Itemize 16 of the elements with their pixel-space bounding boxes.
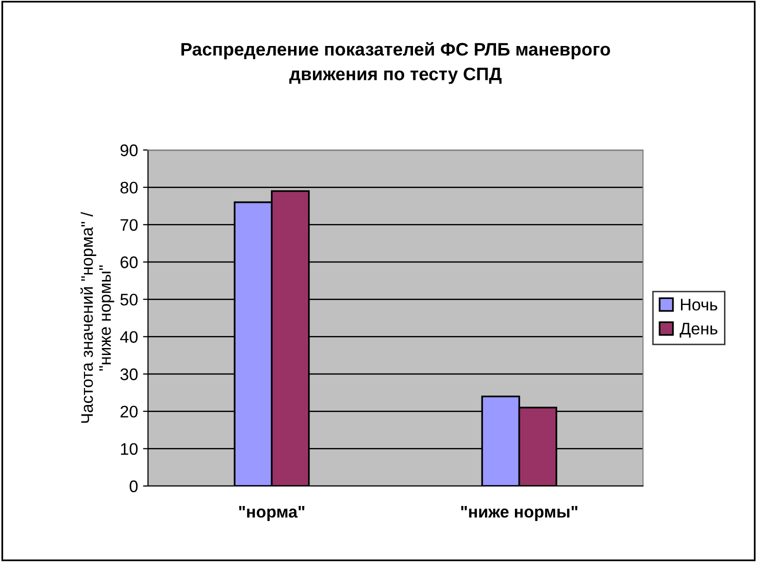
y-tick-label: 60 [120,256,138,268]
y-axis-title: Частота значений "норма" / "ниже нормы" [80,212,114,423]
y-tick-label: 80 [120,182,138,194]
y-tick-label: 70 [120,219,138,231]
y-tick-label: 0 [130,480,138,492]
y-tick-label: 30 [120,368,138,380]
x-tick-label: "норма" [239,506,304,521]
y-tick-label: 10 [121,443,138,455]
legend-label: Ночь [680,298,718,311]
y-tick-label: 50 [120,294,138,306]
legend-label: День [680,322,718,338]
y-tick-label: 90 [120,144,138,156]
chart-title: Распределение показателей ФС РЛБ маневрого движения по тесту СПД [181,42,610,84]
y-tick-label: 20 [120,406,138,418]
x-tick-label: "ниже нормы" [461,506,578,521]
y-tick-label: 40 [120,331,138,343]
